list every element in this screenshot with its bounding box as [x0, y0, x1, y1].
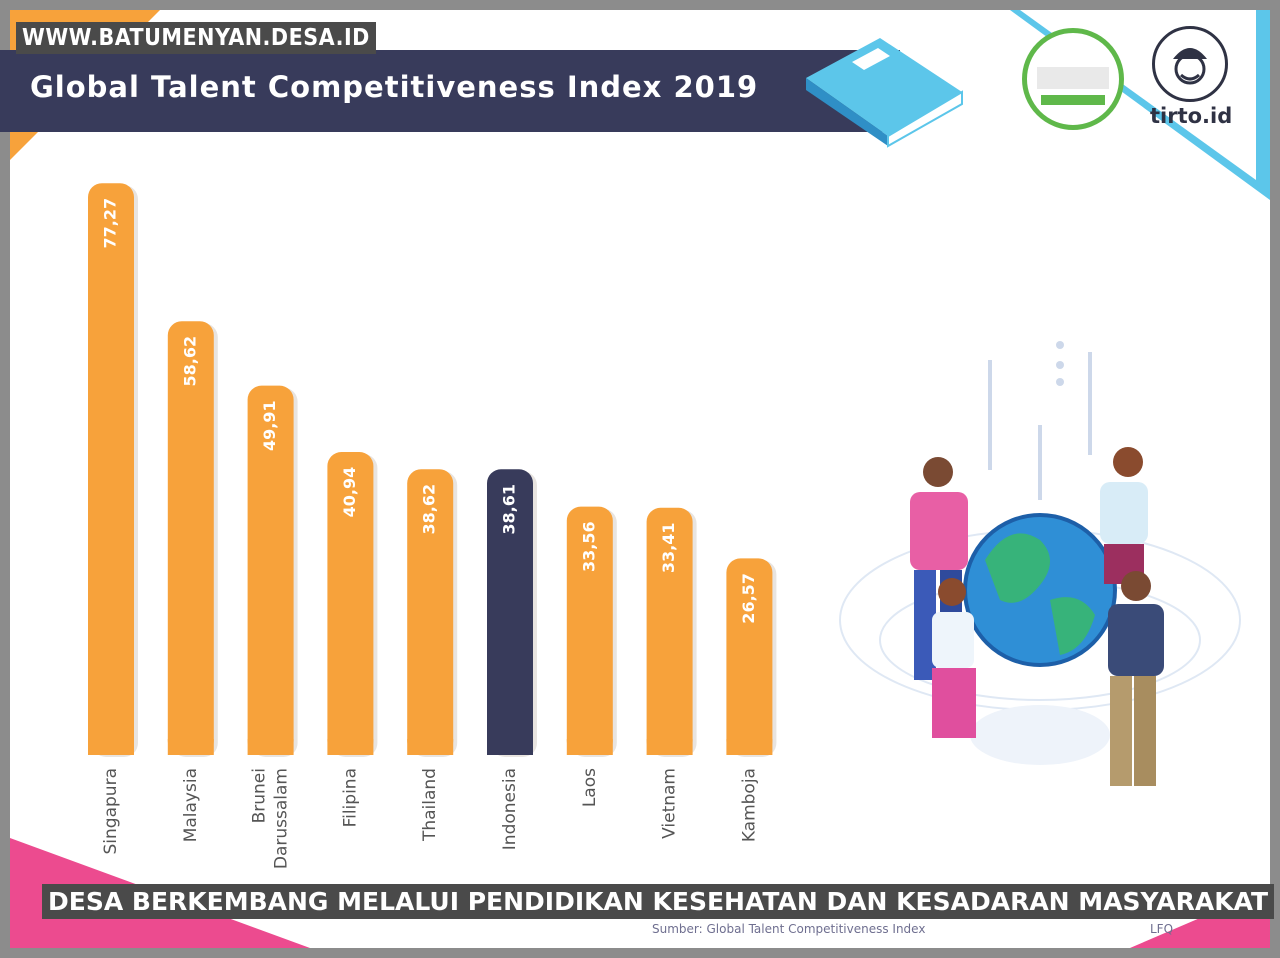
bar-malaysia [167, 321, 214, 755]
chart-title: Global Talent Competitiveness Index 2019 [30, 70, 759, 104]
category-label: Brunei [250, 768, 270, 823]
verification-badge-icon [1022, 28, 1124, 130]
logo-face-icon [1173, 48, 1207, 85]
badge-ribbon [1041, 95, 1105, 105]
category-label: Malaysia [181, 768, 201, 842]
title-band [0, 50, 900, 132]
globe-people-illustration [839, 341, 1241, 786]
bar-laos [566, 506, 613, 755]
category-label: Vietnam [660, 768, 680, 839]
bar-value-label: 77,27 [101, 198, 120, 249]
category-label: Laos [580, 768, 600, 807]
website-label: WWW.BATUMENYAN.DESA.ID [16, 22, 376, 54]
bar-value-label: 26,57 [739, 573, 758, 624]
bar-base [487, 739, 533, 755]
bar-value-label: 49,91 [260, 400, 279, 451]
bar-indonesia [487, 469, 533, 755]
bar-value-label: 33,56 [579, 521, 598, 572]
badge-text-area [1037, 67, 1109, 89]
bar-singapura [88, 183, 134, 755]
tirto-logo-icon [1152, 26, 1228, 102]
logo-text: tirto.id [1150, 104, 1233, 128]
bar-vietnam [646, 507, 693, 755]
category-label: Thailand [420, 768, 440, 842]
bar-thailand [407, 469, 454, 755]
footer-right-label: LFQ [1150, 922, 1174, 936]
bar-value-label: 40,94 [340, 467, 359, 518]
bar-brunei-darussalam [247, 385, 294, 755]
bar-base [88, 739, 134, 755]
category-label: Filipina [340, 768, 360, 827]
bar-base [247, 739, 294, 755]
bar-base [566, 739, 613, 755]
bar-kamboja [726, 558, 773, 755]
bar-base [407, 739, 454, 755]
bar-value-label: 33,41 [659, 522, 678, 573]
category-label: Singapura [101, 768, 121, 854]
bar-base [646, 739, 693, 755]
bar-base [167, 739, 214, 755]
category-label: Darussalam [272, 768, 292, 869]
bar-value-label: 38,61 [500, 484, 519, 535]
category-label: Kamboja [739, 768, 759, 842]
book-icon [806, 38, 963, 148]
bar-base [327, 739, 374, 755]
source-label: Sumber: Global Talent Competitiveness In… [652, 922, 926, 936]
category-label: Indonesia [500, 768, 520, 850]
bar-value-label: 38,62 [420, 484, 439, 535]
bar-value-label: 58,62 [180, 336, 199, 387]
bar-filipina [327, 452, 374, 755]
bar-base [726, 739, 773, 755]
caption-label: DESA BERKEMBANG MELALUI PENDIDIKAN KESEH… [42, 884, 1275, 919]
